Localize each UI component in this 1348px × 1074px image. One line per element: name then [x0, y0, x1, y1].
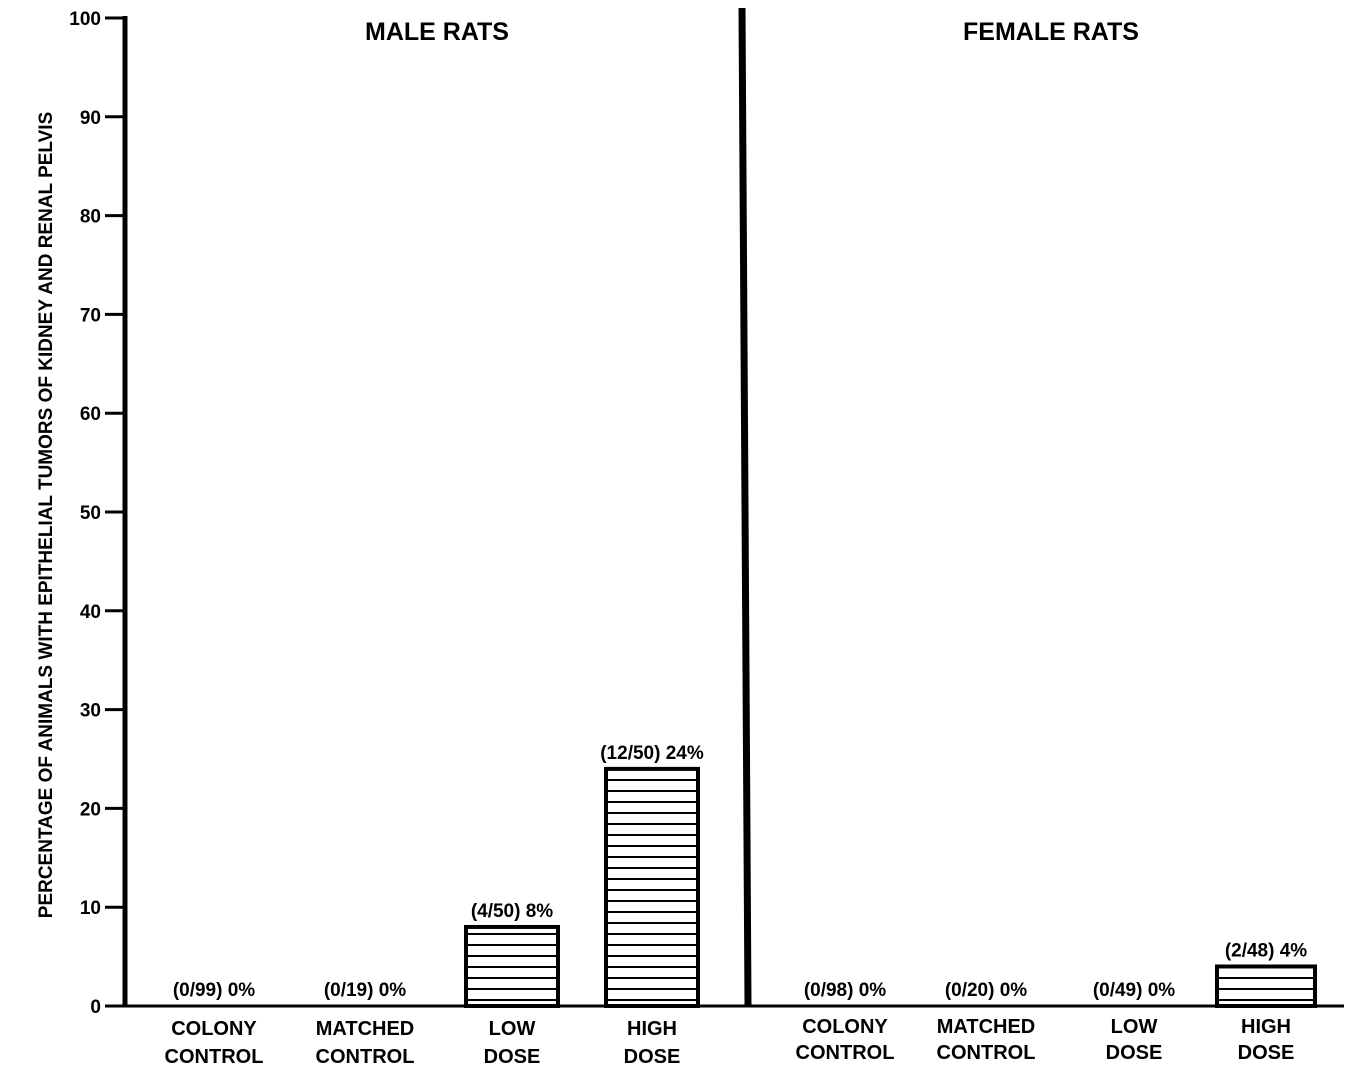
panel-divider: [738, 7, 752, 1007]
bar-data-label: (0/49) 0%: [1093, 980, 1175, 1001]
panel-title: FEMALE RATS: [963, 18, 1139, 46]
x-category-label: LOW: [489, 1018, 536, 1040]
x-category-label: MATCHED: [937, 1016, 1036, 1038]
bar-data-label: (0/98) 0%: [804, 980, 886, 1001]
x-category-label: DOSE: [624, 1046, 681, 1068]
x-category-label: HIGH: [627, 1018, 677, 1040]
y-tick-label: 0: [90, 997, 101, 1018]
y-tick-label: 60: [80, 404, 101, 425]
panel-title: MALE RATS: [365, 18, 509, 46]
y-tick-label: 50: [80, 503, 101, 524]
y-tick-label: 80: [80, 207, 101, 228]
y-tick-label: 90: [80, 108, 101, 129]
bar-data-label: (2/48) 4%: [1225, 940, 1307, 961]
bar-data-label: (0/20) 0%: [945, 980, 1027, 1001]
x-category-label: DOSE: [1106, 1042, 1163, 1064]
bar: [464, 924, 560, 1009]
x-category-label: CONTROL: [937, 1042, 1036, 1064]
x-category-label: LOW: [1111, 1016, 1158, 1038]
bar-data-label: (12/50) 24%: [600, 743, 704, 764]
bar-data-label: (4/50) 8%: [471, 901, 553, 922]
x-category-label: COLONY: [171, 1018, 257, 1040]
y-tick-label: 20: [80, 799, 101, 820]
x-category-label: CONTROL: [316, 1046, 415, 1068]
x-category-label: CONTROL: [796, 1042, 895, 1064]
x-category-label: COLONY: [802, 1016, 888, 1038]
x-category-label: DOSE: [484, 1046, 541, 1068]
x-category-label: HIGH: [1241, 1016, 1291, 1038]
bar-data-label: (0/19) 0%: [324, 980, 406, 1001]
bar: [604, 766, 700, 1008]
y-tick-label: 30: [80, 701, 101, 722]
x-category-label: CONTROL: [165, 1046, 264, 1068]
x-category-label: MATCHED: [316, 1018, 415, 1040]
x-category-label: DOSE: [1238, 1042, 1295, 1064]
y-axis-label: PERCENTAGE OF ANIMALS WITH EPITHELIAL TU…: [36, 112, 57, 918]
bar: [1215, 964, 1317, 1008]
y-tick-label: 70: [80, 305, 101, 326]
y-tick-label: 40: [80, 602, 101, 623]
y-tick-label: 10: [80, 898, 101, 919]
bar-data-label: (0/99) 0%: [173, 980, 255, 1001]
y-tick-label: 100: [69, 9, 101, 30]
